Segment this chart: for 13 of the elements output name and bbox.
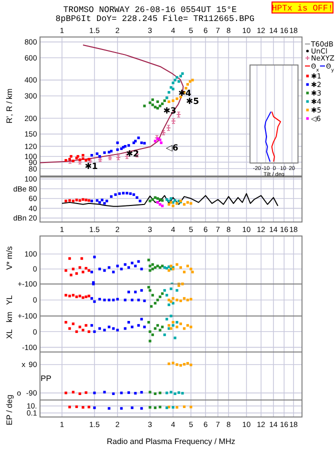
- annotation: ✱1: [84, 162, 98, 172]
- y-axis-title: PP: [40, 374, 52, 383]
- text: km: [5, 311, 14, 322]
- chart-title: TROMSO NORWAY 26-08-16 0554UT 15°E: [63, 5, 237, 15]
- y-axis-title: YL: [5, 294, 14, 305]
- annotation: ◁6: [166, 144, 178, 154]
- x-axis-title: Radio and Plasma Frequency / MHz: [106, 437, 236, 446]
- chart-subtitle: 8pBP6It DoY= 228.245 File= TR112665.BPG: [56, 14, 254, 24]
- y-axis-title: R', R / km: [5, 88, 14, 124]
- annotation: ✱5: [186, 97, 200, 108]
- y-axis-title: XL: [5, 328, 14, 339]
- y-axis-title: V* m/s: [5, 246, 14, 270]
- y-axis-title: EP / deg: [5, 394, 14, 426]
